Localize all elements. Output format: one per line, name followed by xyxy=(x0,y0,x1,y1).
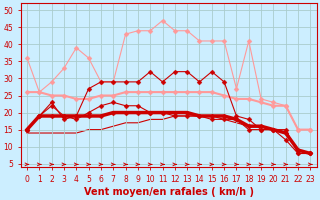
X-axis label: Vent moyen/en rafales ( km/h ): Vent moyen/en rafales ( km/h ) xyxy=(84,187,254,197)
